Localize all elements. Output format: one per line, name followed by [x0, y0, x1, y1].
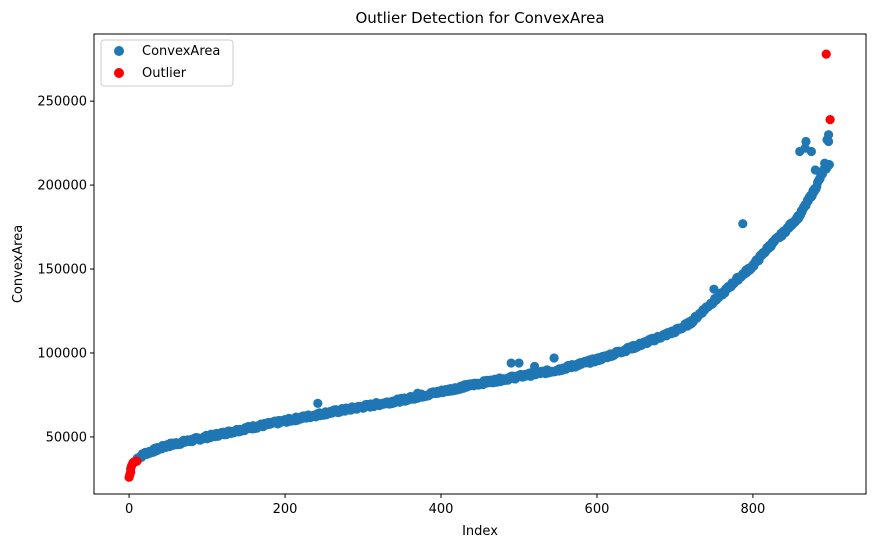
- points-layer: [124, 49, 835, 482]
- legend-marker-outlier: [114, 68, 124, 78]
- y-tick-label: 250000: [37, 95, 87, 110]
- x-tick-label: 800: [741, 502, 766, 517]
- chart-title: Outlier Detection for ConvexArea: [355, 9, 604, 27]
- x-tick-label: 600: [585, 502, 610, 517]
- data-point-convexarea: [806, 146, 817, 157]
- y-tick-label: 200000: [37, 179, 87, 194]
- data-point-convexarea: [810, 165, 820, 175]
- data-point-outlier: [821, 49, 831, 59]
- legend-label-outlier: Outlier: [142, 66, 187, 81]
- x-axis-ticks: 0 200 400 600 800: [125, 494, 765, 517]
- data-point-convexarea: [313, 398, 323, 408]
- data-point-convexarea: [823, 136, 834, 147]
- x-axis-label: Index: [462, 524, 498, 539]
- data-point-convexarea: [801, 136, 811, 147]
- data-point-outlier: [132, 456, 142, 466]
- data-point-convexarea: [529, 361, 540, 372]
- legend-frame: [100, 39, 234, 87]
- data-point-convexarea: [738, 219, 748, 229]
- data-point-convexarea: [823, 130, 834, 140]
- data-point-convexarea: [413, 388, 423, 398]
- plot-frame: [93, 33, 867, 495]
- legend: ConvexArea Outlier: [100, 39, 234, 87]
- data-point-convexarea: [506, 358, 516, 368]
- x-tick-label: 200: [273, 502, 298, 517]
- x-tick-label: 400: [429, 502, 454, 517]
- data-point-outlier: [825, 115, 835, 125]
- y-tick-label: 100000: [37, 346, 87, 361]
- x-tick-label: 0: [125, 502, 133, 517]
- y-tick-label: 150000: [37, 263, 87, 278]
- y-axis-ticks: 50000 100000 150000 200000 250000: [37, 95, 94, 445]
- data-point-convexarea: [549, 353, 559, 363]
- data-point-convexarea: [820, 158, 830, 168]
- y-tick-label: 50000: [46, 430, 87, 445]
- legend-marker-convexarea: [114, 46, 124, 56]
- data-point-convexarea: [709, 284, 719, 294]
- data-point-convexarea: [514, 358, 524, 368]
- legend-label-convexarea: ConvexArea: [142, 44, 220, 59]
- y-axis-label: ConvexArea: [11, 225, 26, 303]
